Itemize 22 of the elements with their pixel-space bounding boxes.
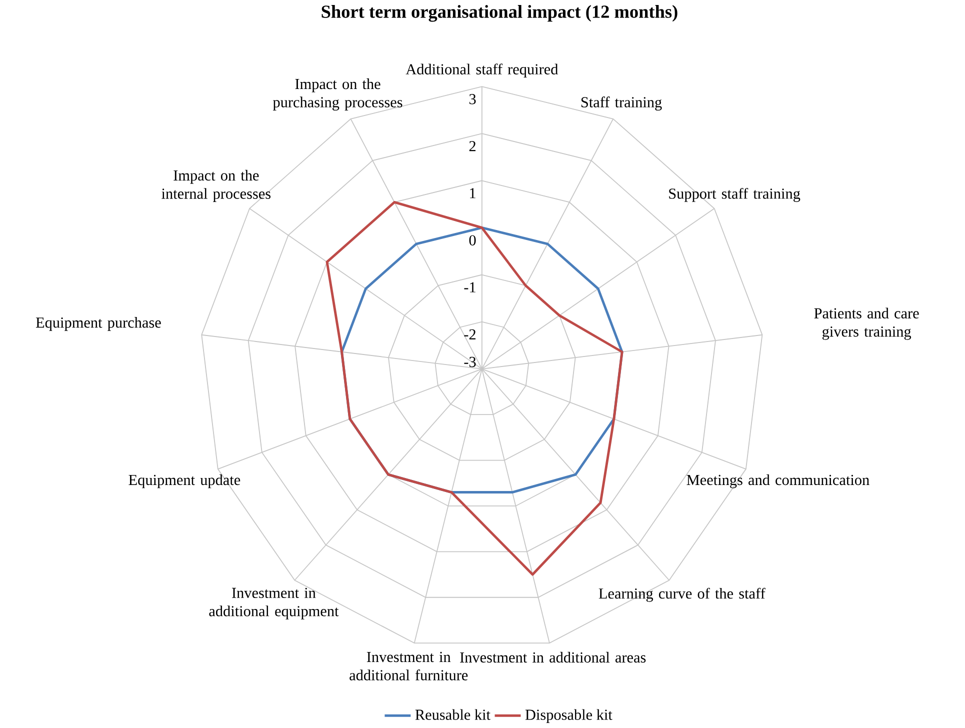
y-tick-label: -1 bbox=[464, 282, 476, 292]
y-tick-label: 0 bbox=[469, 235, 476, 246]
spoke-label: Meetings and communication bbox=[686, 474, 870, 488]
y-tick-label: 1 bbox=[470, 188, 476, 198]
chart-title: Short term organisational impact (12 months) bbox=[322, 4, 678, 22]
y-tick-label: -3 bbox=[464, 356, 476, 368]
spoke-label: Learning curve of the staff bbox=[598, 588, 766, 602]
spoke-label: Impact on the internal processes bbox=[162, 170, 271, 202]
y-tick-label: 2 bbox=[469, 141, 476, 152]
spoke-label: Impact on the purchasing processes bbox=[272, 78, 402, 110]
spoke-label: Support staff training bbox=[669, 188, 800, 202]
spoke-label: Patients and care givers training bbox=[814, 308, 919, 340]
y-tick-label: -2 bbox=[464, 329, 476, 340]
spoke-label: Investment in additional equipment bbox=[209, 588, 339, 620]
spoke-label: Investment in additional areas bbox=[460, 652, 646, 663]
spoke-label: Additional staff required bbox=[406, 64, 558, 78]
spoke-label: Staff training bbox=[581, 96, 662, 110]
spoke-label: Equipment purchase bbox=[36, 316, 161, 331]
legend-label: Disposable kit bbox=[525, 709, 612, 723]
spoke-label: Equipment update bbox=[128, 474, 240, 488]
legend-label: Reusable kit bbox=[415, 709, 490, 720]
y-tick-label: 3 bbox=[469, 94, 476, 104]
